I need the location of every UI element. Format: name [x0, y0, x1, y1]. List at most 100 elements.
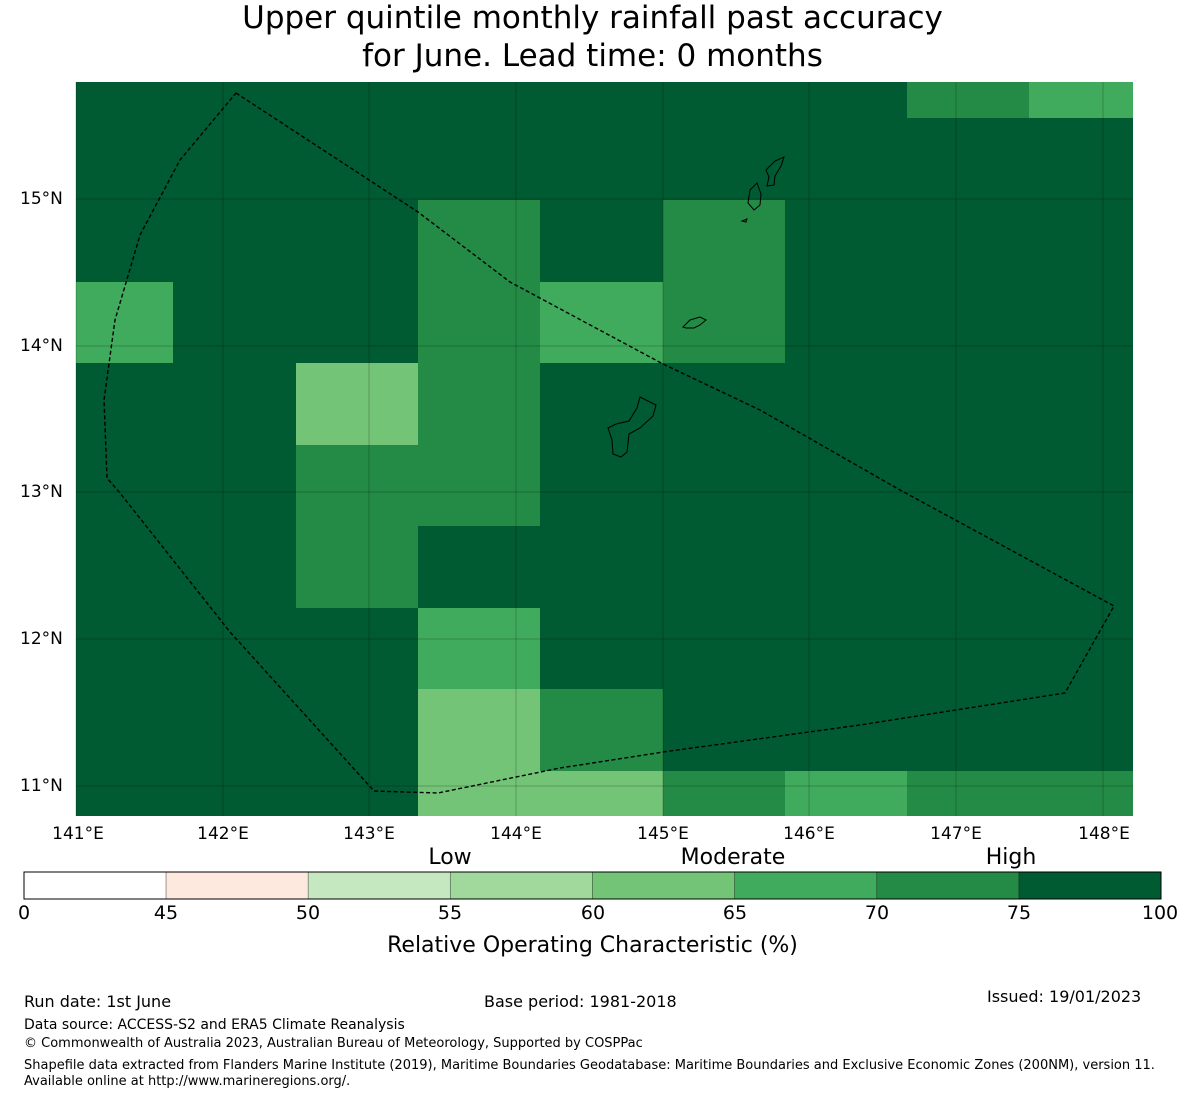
map-grid-cell — [76, 689, 173, 771]
colorbar-segment — [23, 871, 167, 900]
map-grid-cell — [663, 82, 785, 118]
map-grid-cell — [76, 363, 173, 445]
map-grid-cell — [663, 445, 785, 526]
map-grid-cell — [76, 200, 173, 282]
map-grid-cell — [1029, 771, 1133, 816]
colorbar-tick-label: 60 — [580, 902, 606, 924]
map-grid-cell — [663, 526, 785, 608]
map-grid-cell — [418, 363, 540, 445]
lon-label: 145°E — [637, 824, 689, 844]
tinian-island-outline — [747, 182, 762, 211]
map-grid-cell — [173, 689, 296, 771]
colorbar-tick-label: 0 — [17, 902, 31, 924]
lat-label: 13°N — [20, 482, 63, 502]
map-grid-cell — [76, 282, 173, 363]
colorbar-segment — [876, 871, 1020, 900]
map-grid-cell — [173, 771, 296, 816]
map-grid-cell — [1029, 282, 1133, 363]
map-grid-cell — [418, 771, 540, 816]
map-grid-cell — [173, 608, 296, 689]
map-grid-cell — [418, 608, 540, 689]
map-grid-cell — [418, 526, 540, 608]
map-grid-cell — [1029, 200, 1133, 282]
map-grid-cell — [173, 82, 296, 118]
map-grid-cell — [907, 282, 1029, 363]
map-grid-cell — [785, 689, 907, 771]
map-grid-cell — [540, 363, 663, 445]
lon-label: 141°E — [52, 824, 104, 844]
map-grid-cell — [785, 200, 907, 282]
map-grid-cell — [785, 82, 907, 118]
map-grid-cell — [1029, 526, 1133, 608]
colorbar-tick-label: 65 — [722, 902, 748, 924]
map-grid-cell — [296, 282, 418, 363]
map-grid-cell — [1029, 689, 1133, 771]
map-grid-cell — [663, 282, 785, 363]
map-grid-cell — [418, 82, 540, 118]
issued-date: Issued: 19/01/2023 — [987, 987, 1142, 1006]
map-grid-cell — [907, 526, 1029, 608]
map-grid-cell — [76, 608, 173, 689]
map-grid-cell — [907, 608, 1029, 689]
map-grid-cell — [785, 608, 907, 689]
rota-island-outline — [682, 316, 707, 329]
map-grid-cell — [540, 445, 663, 526]
map-grid-cell — [540, 771, 663, 816]
colorbar — [23, 871, 1162, 900]
saipan-island-outline — [765, 156, 785, 187]
map-grid-cell — [76, 82, 173, 118]
map-grid-cell — [907, 363, 1029, 445]
map-grid-cell — [663, 689, 785, 771]
map-grid-cell — [173, 200, 296, 282]
map-title-line-1: Upper quintile monthly rainfall past acc… — [242, 0, 943, 36]
map-grid-cell — [418, 200, 540, 282]
map-grid-cell — [296, 771, 418, 816]
shapefile-note: Shapefile data extracted from Flanders M… — [24, 1058, 1155, 1089]
colorbar-border — [23, 871, 1162, 900]
map-grid-cell — [663, 200, 785, 282]
map-grid-cell — [296, 82, 418, 118]
colorbar-tick-label: 55 — [437, 902, 463, 924]
colorbar-label: Relative Operating Characteristic (%) — [387, 933, 798, 958]
colorbar-tick-label: 50 — [295, 902, 321, 924]
map-grid-cell — [907, 689, 1029, 771]
eez-boundary-dashed — [103, 92, 1115, 794]
map-grid-cell — [540, 200, 663, 282]
map-grid-cell — [173, 526, 296, 608]
colorbar-category-moderate: Moderate — [680, 845, 786, 870]
map-grid-cell — [1029, 363, 1133, 445]
map-grid-cell — [540, 608, 663, 689]
lon-label: 143°E — [343, 824, 395, 844]
lat-label: 15°N — [20, 189, 63, 209]
map-grid-cell — [785, 526, 907, 608]
map-grid-cell — [907, 200, 1029, 282]
map-grid-cell — [1029, 608, 1133, 689]
rainfall-accuracy-map — [75, 82, 1133, 816]
map-grid-cell — [907, 82, 1029, 118]
copyright: © Commonwealth of Australia 2023, Austra… — [24, 1036, 643, 1051]
map-grid-cell — [76, 526, 173, 608]
map-grid-cell — [296, 445, 418, 526]
guam-island-outline — [607, 396, 657, 458]
map-grid-cell — [1029, 82, 1133, 118]
map-grid-cell — [907, 445, 1029, 526]
lon-label: 144°E — [490, 824, 542, 844]
colorbar-segment — [307, 871, 451, 900]
map-grid-cell — [663, 363, 785, 445]
colorbar-segment — [592, 871, 736, 900]
map-grid-cell — [76, 445, 173, 526]
map-grid-cell — [76, 771, 173, 816]
lon-label: 146°E — [783, 824, 835, 844]
colorbar-segment — [1018, 871, 1162, 900]
map-grid-cell — [418, 282, 540, 363]
map-grid-cell — [1029, 445, 1133, 526]
map-grid-cell — [296, 689, 418, 771]
aguijan-island-outline — [740, 218, 748, 223]
colorbar-category-high: High — [985, 845, 1037, 870]
data-source: Data source: ACCESS-S2 and ERA5 Climate … — [24, 1017, 405, 1033]
lat-label: 11°N — [20, 776, 63, 796]
map-grid-cell — [785, 771, 907, 816]
map-grid-cell — [173, 282, 296, 363]
colorbar-segment — [734, 871, 878, 900]
map-grid-cell — [418, 689, 540, 771]
